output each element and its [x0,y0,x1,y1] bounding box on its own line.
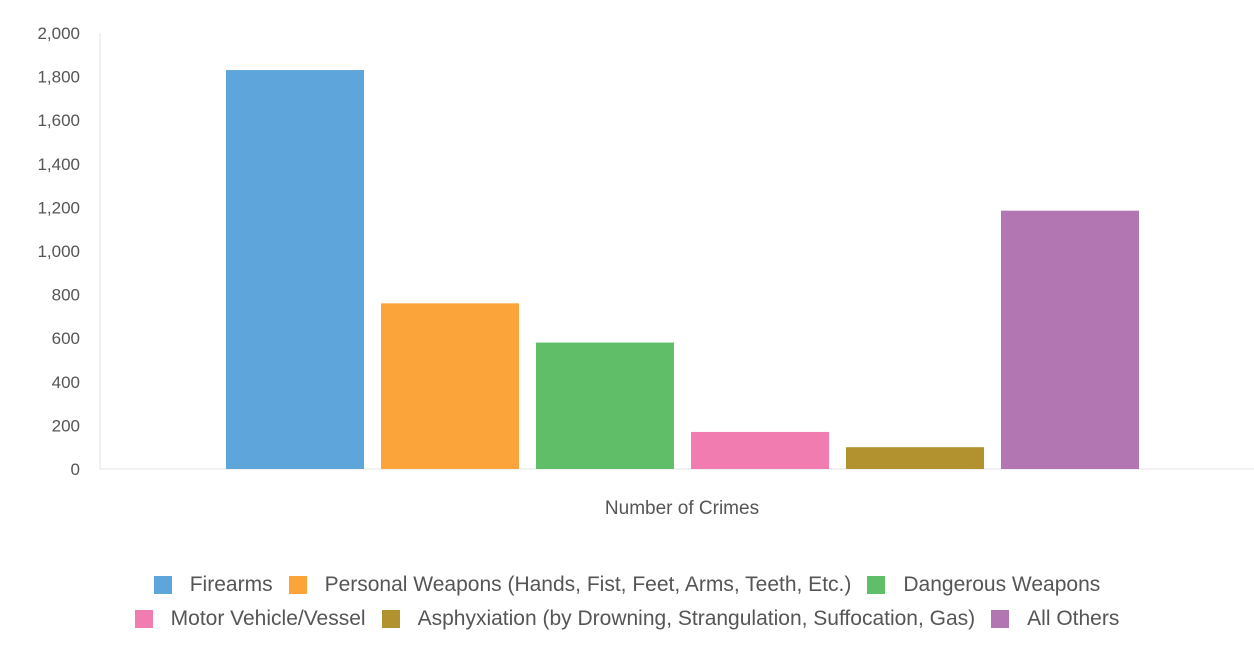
y-tick-label: 1,000 [37,242,80,261]
legend-item[interactable]: Asphyxiation (by Drowning, Strangulation… [381,607,976,631]
bar-personal-weapons-hands-fist-feet-arms-teeth-etc[interactable] [381,303,519,469]
y-tick-label: 200 [52,416,80,435]
legend-label: Asphyxiation (by Drowning, Strangulation… [417,607,976,630]
legend-swatch [288,576,307,594]
y-tick-label: 400 [52,373,80,392]
legend-swatch [153,576,172,594]
legend: Firearms Personal Weapons (Hands, Fist, F… [0,573,1254,631]
legend-item[interactable]: Dangerous Weapons [867,573,1100,597]
legend-item[interactable]: Firearms [153,573,273,597]
bar-motor-vehicle-vessel[interactable] [691,431,829,469]
bars-group [226,70,1139,470]
y-tick-label: 1,200 [37,198,80,217]
bar-all-others[interactable] [1001,210,1139,470]
legend-swatch [381,610,400,628]
y-tick-label: 1,600 [37,111,80,130]
legend-swatch [134,610,153,628]
y-tick-label: 800 [52,286,80,305]
x-axis-label: Number of Crimes [605,498,759,519]
legend-label: All Others [1027,607,1120,630]
bar-firearms[interactable] [226,70,364,469]
y-tick-label: 600 [52,329,80,348]
y-axis-ticks: 0 200 400 600 800 1,000 1,200 1,400 1,600 1,800 2,… [37,24,80,479]
legend-swatch [991,610,1010,628]
legend-label: Firearms [189,573,273,596]
legend-item[interactable]: All Others [991,607,1119,631]
legend-row: Motor Vehicle/Vessel Asphyxiation (by Dro… [127,607,1128,631]
legend-label: Motor Vehicle/Vessel [170,607,366,630]
legend-label: Dangerous Weapons [903,573,1101,596]
y-tick-label: 1,800 [37,68,80,87]
y-tick-label: 0 [71,460,80,479]
legend-item[interactable]: Personal Weapons (Hands, Fist, Feet, Arm… [288,573,852,597]
legend-item[interactable]: Motor Vehicle/Vessel [134,607,366,631]
legend-label: Personal Weapons (Hands, Fist, Feet, Arm… [324,573,852,596]
y-tick-label: 2,000 [37,24,80,43]
legend-row: Firearms Personal Weapons (Hands, Fist, F… [146,573,1109,597]
bar-asphyxiation-by-drowning-strangulation-suffocation-gas[interactable] [846,447,984,469]
y-tick-label: 1,400 [37,155,80,174]
bar-dangerous-weapons[interactable] [536,342,674,469]
legend-swatch [867,576,886,594]
